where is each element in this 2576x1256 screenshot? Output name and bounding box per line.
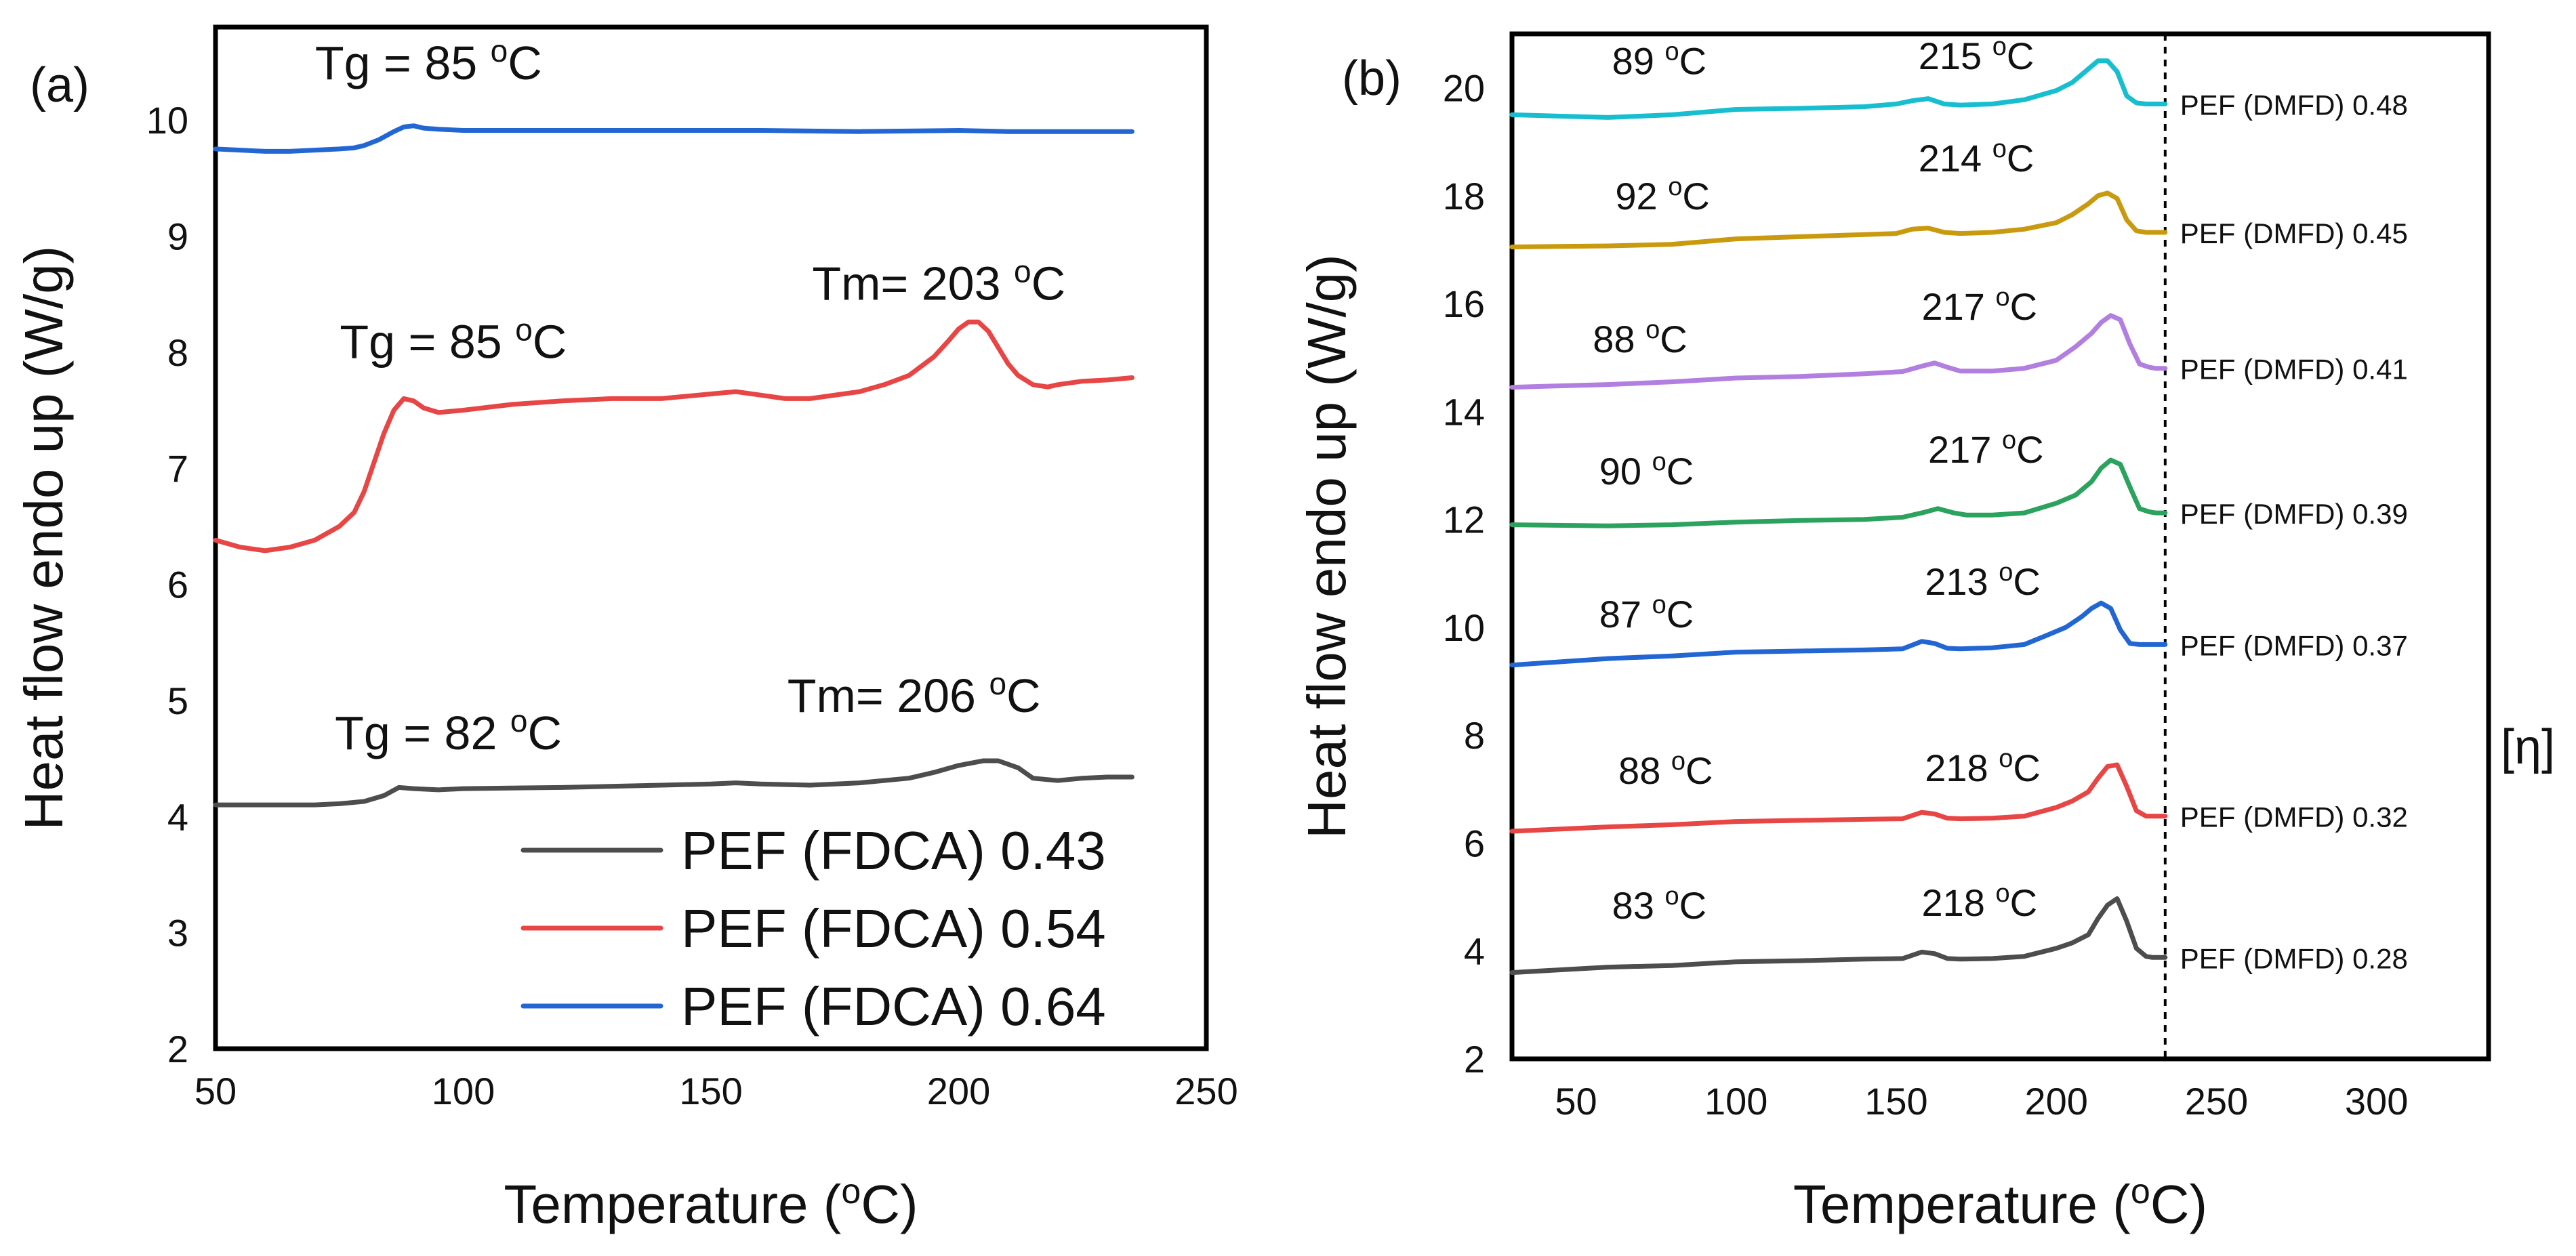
annotation-label: Tg = 85 oC xyxy=(315,33,542,89)
x-axis-title: Temperature (oC) xyxy=(1793,1172,2207,1234)
y-tick-label: 6 xyxy=(167,564,188,606)
y-tick-label: 6 xyxy=(1464,822,1485,864)
annotation-label: Tg = 85 oC xyxy=(340,312,567,368)
y-tick-label: 7 xyxy=(167,447,188,490)
x-tick-label: 200 xyxy=(2024,1080,2087,1123)
series-line-pef-dmfd-0-45 xyxy=(1509,190,2168,249)
y-tick-label: 4 xyxy=(1464,930,1485,973)
series-line-pef-dmfd-0-48 xyxy=(1509,58,2168,120)
y-tick-label: 10 xyxy=(146,99,188,142)
series-label-pef-dmfd-0-37: PEF (DMFD) 0.37 xyxy=(2180,629,2408,661)
y-tick-label: 8 xyxy=(1464,714,1485,757)
annotation-label: 83 oC xyxy=(1612,882,1706,927)
y-tick-label: 10 xyxy=(1443,606,1485,649)
panel-label: (a) xyxy=(30,58,89,112)
panel-b: 50 100 150 200 250 300 2 4 6 8 10 12 14 16 18 20 Tempera… xyxy=(1296,31,2555,1234)
x-tick-label: 300 xyxy=(2345,1080,2408,1123)
annotation-label: Tm= 206 oC xyxy=(788,666,1041,722)
y-tick-label: 12 xyxy=(1443,499,1485,541)
annotation-label: 92 oC xyxy=(1615,173,1709,217)
panel-a: 50 100 150 200 250 2 3 4 5 6 7 8 9 10 Temperature (oC)… xyxy=(14,24,1238,1234)
annotation-label: 88 oC xyxy=(1593,316,1687,360)
series-line-pef-fdca-0-64 xyxy=(213,123,1134,154)
y-tick-label: 14 xyxy=(1443,390,1485,433)
annotation-label: 218 oC xyxy=(1925,745,2041,789)
x-tick-label: 100 xyxy=(432,1070,495,1112)
x-tick-label: 150 xyxy=(1864,1080,1927,1123)
y-axis-title: Heat flow endo up (W/g) xyxy=(14,246,74,831)
x-tick-label: 200 xyxy=(927,1070,990,1112)
annotation-label: 217 oC xyxy=(1928,426,2044,471)
legend-label-pef-fdca-0-54: PEF (FDCA) 0.54 xyxy=(681,898,1106,959)
y-tick-label: 18 xyxy=(1443,175,1485,217)
annotation-label: Tm= 203 oC xyxy=(812,254,1065,310)
series-line-pef-dmfd-0-37 xyxy=(1509,600,2168,668)
plot-frame xyxy=(1509,31,2491,1062)
series-label-pef-dmfd-0-41: PEF (DMFD) 0.41 xyxy=(2180,354,2408,385)
right-axis-label: [η] xyxy=(2501,720,2555,774)
y-tick-label: 4 xyxy=(167,795,188,838)
x-tick-label: 50 xyxy=(195,1070,237,1112)
annotation-label: 88 oC xyxy=(1618,747,1713,792)
annotation-label: 214 oC xyxy=(1919,135,2035,180)
y-axis-title: Heat flow endo up (W/g) xyxy=(1296,254,1357,839)
series-line-pef-fdca-0-43 xyxy=(213,758,1134,808)
y-tick-label: 2 xyxy=(167,1028,188,1070)
series-line-pef-fdca-0-54 xyxy=(213,319,1134,553)
y-tick-label: 3 xyxy=(167,912,188,955)
series-label-pef-dmfd-0-48: PEF (DMFD) 0.48 xyxy=(2180,89,2408,121)
series-label-pef-dmfd-0-39: PEF (DMFD) 0.39 xyxy=(2180,498,2408,530)
series-label-pef-dmfd-0-32: PEF (DMFD) 0.32 xyxy=(2180,801,2408,833)
y-tick-label: 9 xyxy=(167,215,188,257)
y-tick-label: 8 xyxy=(167,331,188,374)
annotation-label: 217 oC xyxy=(1921,283,2037,328)
annotation-label: 213 oC xyxy=(1925,558,2041,603)
series-line-pef-dmfd-0-28 xyxy=(1509,896,2168,976)
annotation-label: 215 oC xyxy=(1919,33,2035,77)
series-line-pef-dmfd-0-32 xyxy=(1509,762,2168,834)
x-axis-title: Temperature (oC) xyxy=(504,1172,918,1234)
series-line-pef-dmfd-0-39 xyxy=(1509,457,2168,528)
x-tick-label: 250 xyxy=(1174,1070,1238,1112)
panel-label: (b) xyxy=(1342,51,1402,106)
annotation-label: Tg = 82 oC xyxy=(335,703,562,759)
x-tick-label: 250 xyxy=(2185,1080,2248,1123)
annotation-label: 90 oC xyxy=(1599,448,1694,493)
annotation-label: 218 oC xyxy=(1921,879,2037,924)
x-tick-label: 50 xyxy=(1555,1080,1597,1123)
x-tick-label: 150 xyxy=(679,1070,742,1112)
series-line-pef-dmfd-0-41 xyxy=(1509,313,2168,390)
series-label-pef-dmfd-0-45: PEF (DMFD) 0.45 xyxy=(2180,217,2408,249)
annotation-label: 89 oC xyxy=(1612,38,1706,83)
annotation-label: 87 oC xyxy=(1599,591,1694,635)
series-label-pef-dmfd-0-28: PEF (DMFD) 0.28 xyxy=(2180,942,2408,974)
y-tick-label: 16 xyxy=(1443,282,1485,325)
legend-label-pef-fdca-0-43: PEF (FDCA) 0.43 xyxy=(681,820,1106,881)
legend-label-pef-fdca-0-64: PEF (FDCA) 0.64 xyxy=(681,976,1106,1037)
y-tick-label: 5 xyxy=(167,679,188,722)
y-tick-label: 20 xyxy=(1443,67,1485,110)
x-tick-label: 100 xyxy=(1704,1080,1767,1123)
y-tick-label: 2 xyxy=(1464,1038,1485,1081)
